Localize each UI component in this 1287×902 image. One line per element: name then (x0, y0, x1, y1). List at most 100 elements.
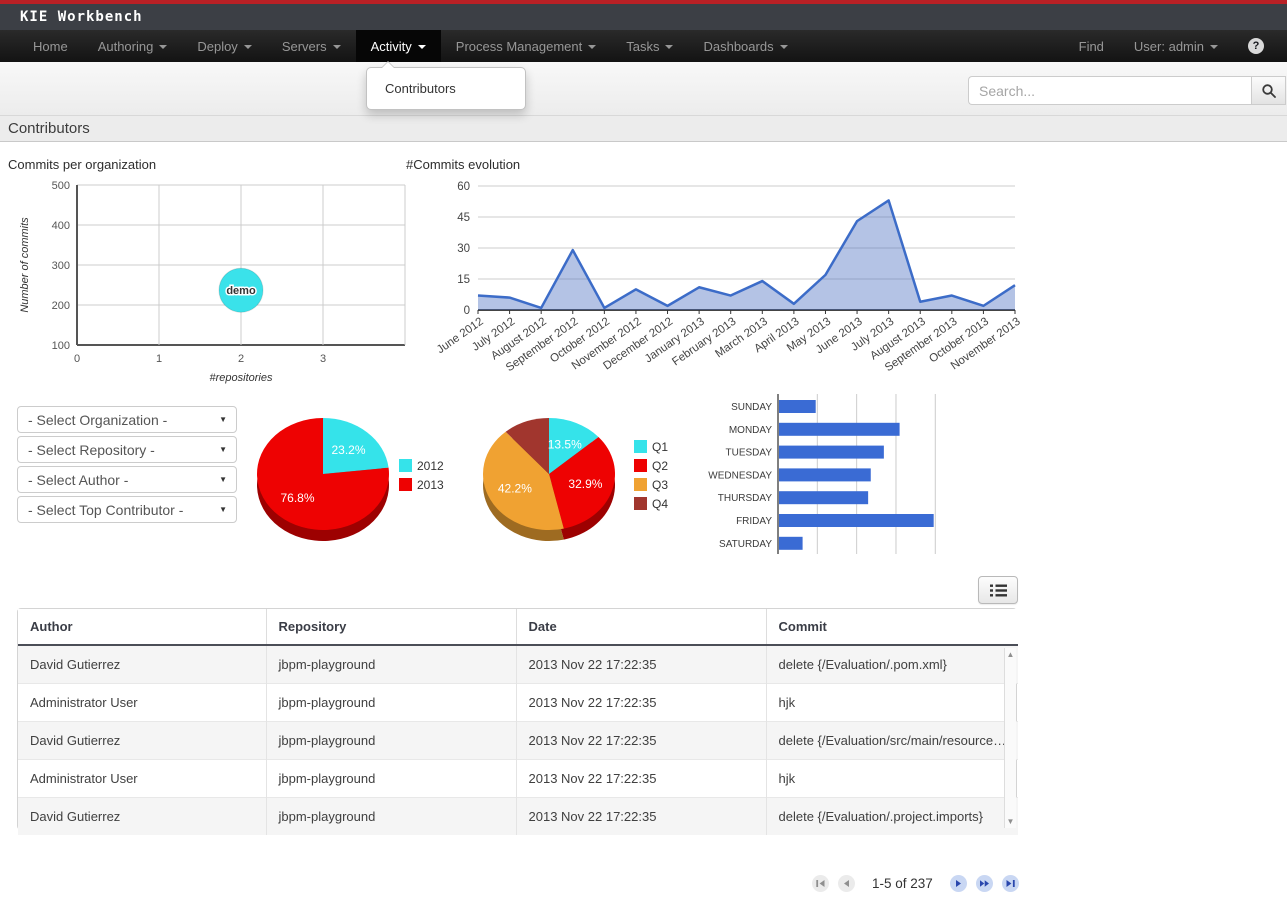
subheader (0, 62, 1287, 116)
topbar: KIE Workbench (0, 4, 1287, 30)
table-scrollbar[interactable]: ▲ ▼ (1004, 648, 1016, 828)
select-organization[interactable]: - Select Organization - ▼ (17, 406, 237, 433)
nav-item-servers[interactable]: Servers (267, 30, 356, 62)
select-author[interactable]: - Select Author - ▼ (17, 466, 237, 493)
nav-item-home[interactable]: Home (18, 30, 83, 62)
svg-text:45: 45 (457, 212, 470, 224)
nav-item-find[interactable]: Find (1064, 30, 1119, 62)
svg-text:3: 3 (320, 353, 326, 365)
commits-by-quarter-pie-chart: 13.5% 32.9% 42.2% (483, 418, 615, 541)
page-title-bar: Contributors (0, 116, 1287, 142)
legend-item: Q4 (634, 496, 669, 511)
commits-by-year-pie-chart: 23.2% 76.8% (257, 418, 389, 541)
svg-text:THURSDAY: THURSDAY (718, 493, 773, 504)
svg-text:32.9%: 32.9% (568, 477, 602, 491)
last-page-icon (1006, 880, 1015, 887)
search-group (968, 76, 1286, 105)
nav-item-label: Servers (281, 38, 327, 54)
user-menu[interactable]: User: admin (1119, 30, 1233, 62)
first-page-icon (816, 880, 825, 887)
nav-item-deploy[interactable]: Deploy (182, 30, 266, 62)
table-cell: Administrator User (18, 759, 266, 798)
table-cell: 2013 Nov 22 17:22:35 (515, 797, 766, 835)
main-navbar: Home Authoring Deploy Servers Activity Proces… (0, 30, 1287, 62)
commits-table: Author Repository Date Commit David Gutierr… (17, 608, 1018, 835)
nav-item-dashboards[interactable]: Dashboards (688, 30, 802, 62)
legend-swatch (399, 478, 412, 491)
column-header-date[interactable]: Date (515, 609, 766, 646)
table-view-options-button[interactable] (978, 576, 1018, 604)
nav-item-tasks[interactable]: Tasks (611, 30, 688, 62)
legend-label: Q4 (652, 496, 669, 511)
legend-swatch (634, 497, 647, 510)
column-header-commit[interactable]: Commit (765, 609, 1018, 646)
find-label: Find (1078, 38, 1104, 54)
table-cell: David Gutierrez (18, 721, 266, 760)
scatter-chart-title: Commits per organization (8, 157, 157, 172)
table-cell: David Gutierrez (18, 797, 266, 835)
table-cell: Administrator User (18, 683, 266, 722)
caret-down-icon (1210, 44, 1218, 49)
legend-item: Q2 (634, 459, 668, 473)
nav-item-label: Home (33, 38, 68, 54)
help-icon: ? (1248, 38, 1264, 54)
column-header-repository[interactable]: Repository (265, 609, 516, 646)
nav-item-activity[interactable]: Activity (355, 30, 441, 62)
list-icon (989, 584, 1007, 596)
caret-down-icon (243, 44, 252, 49)
select-top-contributor[interactable]: - Select Top Contributor - ▼ (17, 496, 237, 523)
table-row: Administrator User jbpm-playground 2013 No… (18, 683, 1018, 722)
svg-text:demo: demo (226, 285, 256, 297)
page-title: Contributors (8, 120, 90, 137)
table-header-row: Author Repository Date Commit (18, 609, 1018, 646)
svg-text:SATURDAY: SATURDAY (719, 539, 772, 550)
nav-menu: Home Authoring Deploy Servers Activity Proces… (18, 30, 1287, 62)
caret-down-icon (417, 44, 426, 49)
next-page-icon (955, 880, 961, 887)
legend-label: Q1 (652, 439, 669, 454)
svg-text:0: 0 (74, 353, 80, 365)
legend-swatch (399, 459, 412, 472)
select-value: - Select Top Contributor - (28, 501, 184, 518)
search-icon (1261, 83, 1276, 98)
svg-text:WEDNESDAY: WEDNESDAY (708, 470, 772, 481)
next-page-button[interactable] (949, 875, 967, 892)
table-row: David Gutierrez jbpm-playground 2013 Nov 2… (18, 797, 1018, 835)
svg-text:23.2%: 23.2% (331, 443, 365, 457)
caret-down-icon (332, 44, 341, 49)
svg-text:15: 15 (457, 274, 470, 286)
help-button[interactable]: ? (1233, 30, 1279, 62)
nav-item-process-management[interactable]: Process Management (441, 30, 611, 62)
nav-item-authoring[interactable]: Authoring (83, 30, 183, 62)
column-header-author[interactable]: Author (18, 609, 266, 646)
legend-label: 2013 (417, 477, 444, 492)
svg-text:300: 300 (52, 260, 70, 272)
last-page-button[interactable] (1001, 875, 1019, 892)
svg-text:1: 1 (156, 353, 162, 365)
search-input[interactable] (968, 76, 1251, 105)
search-button[interactable] (1251, 76, 1286, 105)
scroll-down-icon[interactable]: ▼ (1006, 817, 1015, 826)
svg-text:13.5%: 13.5% (548, 437, 582, 451)
pagination-label: 1-5 of 237 (872, 876, 933, 891)
table-cell: hjk (765, 759, 1018, 798)
first-page-button[interactable] (812, 875, 829, 892)
table-cell: 2013 Nov 22 17:22:35 (515, 759, 766, 798)
svg-text:#repositories: #repositories (210, 372, 273, 384)
year-legend: 2012 2013 (399, 459, 444, 492)
legend-item: 2012 (399, 459, 444, 473)
fast-forward-button[interactable] (975, 875, 993, 892)
quarter-legend: Q1 Q2 Q3 Q4 (634, 439, 669, 511)
previous-page-button[interactable] (838, 875, 855, 892)
table-cell: jbpm-playground (265, 645, 516, 684)
caret-down-icon: ▼ (219, 475, 227, 484)
table-cell: jbpm-playground (265, 721, 516, 760)
scroll-up-icon[interactable]: ▲ (1006, 650, 1015, 659)
table-cell: 2013 Nov 22 17:22:35 (515, 721, 766, 760)
svg-text:42.2%: 42.2% (498, 482, 532, 496)
menu-item-contributors[interactable]: Contributors (385, 81, 456, 96)
select-repository[interactable]: - Select Repository - ▼ (17, 436, 237, 463)
svg-text:400: 400 (52, 220, 70, 232)
fast-forward-icon (979, 880, 989, 887)
